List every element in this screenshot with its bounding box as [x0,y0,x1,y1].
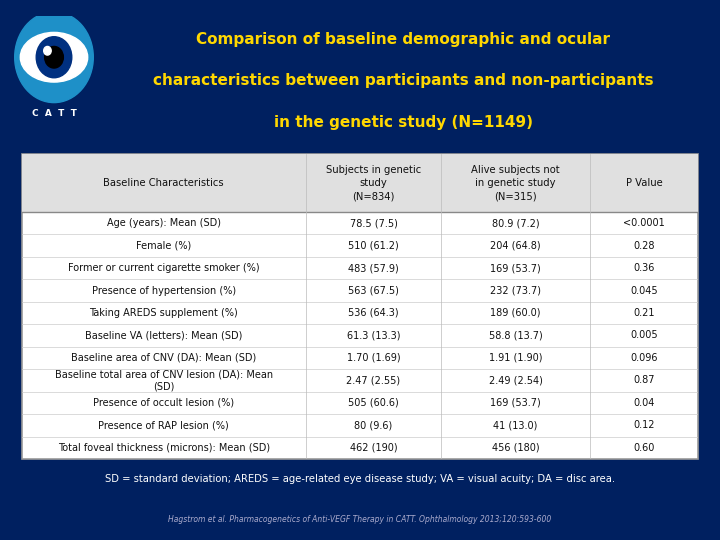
Text: Alive subjects not
in genetic study
(N=315): Alive subjects not in genetic study (N=3… [472,165,560,201]
Text: P Value: P Value [626,178,662,188]
FancyBboxPatch shape [22,414,698,436]
Circle shape [14,12,94,103]
Text: 2.47 (2.55): 2.47 (2.55) [346,375,400,386]
Text: 462 (190): 462 (190) [350,443,397,453]
Text: Former or current cigarette smoker (%): Former or current cigarette smoker (%) [68,263,259,273]
Circle shape [36,37,72,78]
Text: 536 (64.3): 536 (64.3) [348,308,399,318]
Text: 1.91 (1.90): 1.91 (1.90) [489,353,542,363]
Text: 0.28: 0.28 [634,240,655,251]
Text: 169 (53.7): 169 (53.7) [490,398,541,408]
FancyBboxPatch shape [22,257,698,279]
Text: in the genetic study (N=1149): in the genetic study (N=1149) [274,115,533,130]
Text: Female (%): Female (%) [136,240,192,251]
Ellipse shape [20,32,88,82]
Text: C  A  T  T: C A T T [32,109,76,118]
FancyBboxPatch shape [22,302,698,324]
FancyBboxPatch shape [22,324,698,347]
Text: 505 (60.6): 505 (60.6) [348,398,399,408]
Text: <0.0001: <0.0001 [624,218,665,228]
Text: 41 (13.0): 41 (13.0) [493,420,538,430]
Text: Total foveal thickness (microns): Mean (SD): Total foveal thickness (microns): Mean (… [58,443,270,453]
Text: 58.8 (13.7): 58.8 (13.7) [489,330,543,340]
FancyBboxPatch shape [22,212,698,234]
Text: 232 (73.7): 232 (73.7) [490,286,541,295]
Text: Baseline area of CNV (DA): Mean (SD): Baseline area of CNV (DA): Mean (SD) [71,353,256,363]
Text: 61.3 (13.3): 61.3 (13.3) [347,330,400,340]
Text: 510 (61.2): 510 (61.2) [348,240,399,251]
Text: Baseline VA (letters): Mean (SD): Baseline VA (letters): Mean (SD) [85,330,243,340]
Text: 2.49 (2.54): 2.49 (2.54) [489,375,543,386]
FancyBboxPatch shape [22,436,698,459]
Text: 78.5 (7.5): 78.5 (7.5) [350,218,397,228]
Text: Hagstrom et al. Pharmacogenetics of Anti-VEGF Therapy in CATT. Ophthalmology 201: Hagstrom et al. Pharmacogenetics of Anti… [168,515,552,524]
FancyBboxPatch shape [22,279,698,302]
FancyBboxPatch shape [22,347,698,369]
Text: Taking AREDS supplement (%): Taking AREDS supplement (%) [89,308,238,318]
Text: 204 (64.8): 204 (64.8) [490,240,541,251]
Text: characteristics between participants and non-participants: characteristics between participants and… [153,73,654,88]
Text: 483 (57.9): 483 (57.9) [348,263,399,273]
Text: Presence of occult lesion (%): Presence of occult lesion (%) [93,398,234,408]
Text: Subjects in genetic
study
(N=834): Subjects in genetic study (N=834) [326,165,421,201]
FancyBboxPatch shape [22,369,698,392]
Text: SD = standard deviation; AREDS = age-related eye disease study; VA = visual acui: SD = standard deviation; AREDS = age-rel… [105,474,615,484]
Text: 80 (9.6): 80 (9.6) [354,420,392,430]
Text: 80.9 (7.2): 80.9 (7.2) [492,218,539,228]
Text: 0.60: 0.60 [634,443,655,453]
FancyBboxPatch shape [22,154,698,459]
Text: 0.87: 0.87 [634,375,655,386]
FancyBboxPatch shape [22,234,698,257]
Text: 0.045: 0.045 [631,286,658,295]
Circle shape [44,46,51,55]
Text: 0.12: 0.12 [634,420,655,430]
Text: Presence of RAP lesion (%): Presence of RAP lesion (%) [99,420,229,430]
Text: 0.04: 0.04 [634,398,655,408]
Text: 0.096: 0.096 [631,353,658,363]
Text: Comparison of baseline demographic and ocular: Comparison of baseline demographic and o… [196,32,611,47]
Text: Baseline Characteristics: Baseline Characteristics [104,178,224,188]
FancyBboxPatch shape [22,392,698,414]
Text: Baseline total area of CNV lesion (DA): Mean
(SD): Baseline total area of CNV lesion (DA): … [55,369,273,392]
Circle shape [45,46,63,68]
Text: 456 (180): 456 (180) [492,443,539,453]
Text: 0.21: 0.21 [634,308,655,318]
FancyBboxPatch shape [22,154,698,212]
Text: 1.70 (1.69): 1.70 (1.69) [347,353,400,363]
Text: Age (years): Mean (SD): Age (years): Mean (SD) [107,218,221,228]
Text: 0.005: 0.005 [631,330,658,340]
Text: 189 (60.0): 189 (60.0) [490,308,541,318]
Text: 169 (53.7): 169 (53.7) [490,263,541,273]
Text: Presence of hypertension (%): Presence of hypertension (%) [91,286,235,295]
Text: 0.36: 0.36 [634,263,655,273]
Text: 563 (67.5): 563 (67.5) [348,286,399,295]
